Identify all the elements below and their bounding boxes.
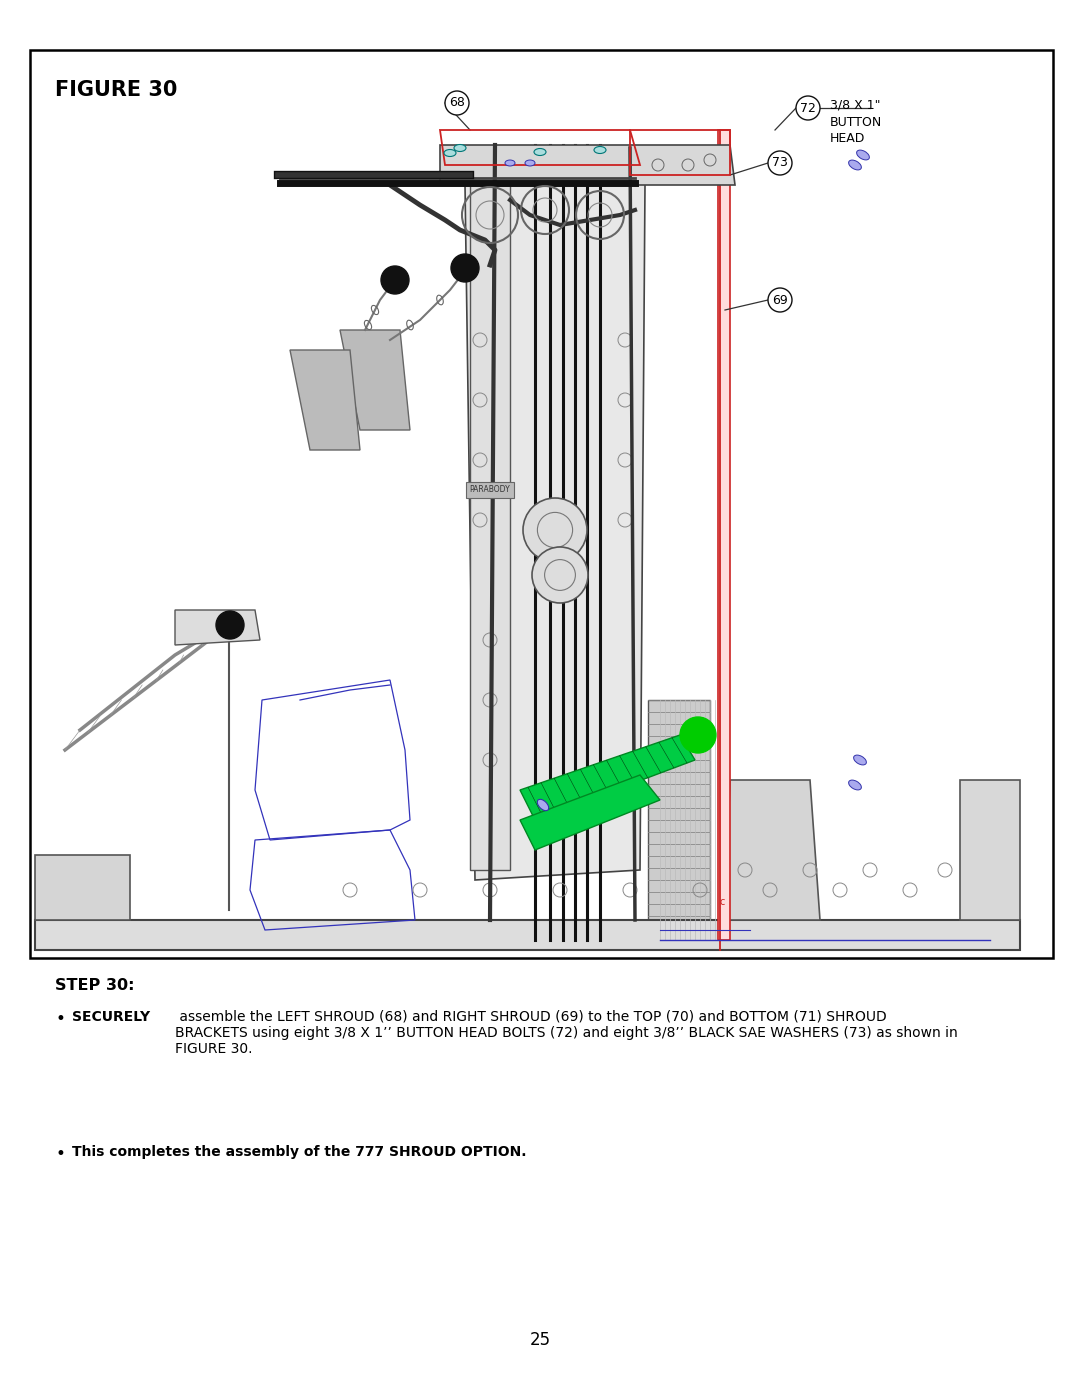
Text: FIGURE 30: FIGURE 30: [55, 80, 177, 101]
Text: BUTTON: BUTTON: [831, 116, 882, 129]
Ellipse shape: [849, 780, 862, 789]
Circle shape: [451, 254, 480, 282]
Text: SECURELY: SECURELY: [72, 1010, 150, 1024]
Ellipse shape: [853, 754, 866, 766]
Ellipse shape: [505, 161, 515, 166]
Polygon shape: [960, 780, 1020, 921]
Bar: [648, 700, 710, 940]
Polygon shape: [440, 145, 735, 184]
Text: 69: 69: [772, 293, 788, 306]
Text: PARABODY: PARABODY: [470, 486, 511, 495]
Ellipse shape: [537, 799, 549, 810]
Text: This completes the assembly of the 777 SHROUD OPTION.: This completes the assembly of the 777 S…: [72, 1146, 527, 1160]
Ellipse shape: [849, 161, 862, 170]
Polygon shape: [291, 351, 360, 450]
Polygon shape: [175, 610, 260, 645]
Circle shape: [445, 91, 469, 115]
Text: 68: 68: [449, 96, 464, 109]
Circle shape: [768, 288, 792, 312]
Ellipse shape: [856, 149, 869, 159]
Polygon shape: [725, 780, 820, 921]
Ellipse shape: [444, 149, 456, 156]
Polygon shape: [465, 149, 645, 880]
Bar: [30, 50, 1053, 958]
Text: c: c: [720, 897, 726, 907]
Polygon shape: [35, 855, 130, 921]
Text: 73: 73: [772, 156, 788, 169]
Text: •: •: [55, 1146, 65, 1162]
Text: 25: 25: [529, 1331, 551, 1350]
Ellipse shape: [594, 147, 606, 154]
Circle shape: [680, 717, 716, 753]
Text: •: •: [55, 1010, 65, 1028]
Ellipse shape: [454, 144, 465, 151]
Circle shape: [532, 548, 588, 604]
Text: 3/8 X 1": 3/8 X 1": [831, 99, 880, 112]
Circle shape: [796, 96, 820, 120]
Polygon shape: [340, 330, 410, 430]
Ellipse shape: [534, 148, 546, 155]
Polygon shape: [718, 130, 730, 940]
Text: STEP 30:: STEP 30:: [55, 978, 135, 993]
Circle shape: [523, 497, 588, 562]
Text: assemble the LEFT SHROUD (68) and RIGHT SHROUD (69) to the TOP (70) and BOTTOM (: assemble the LEFT SHROUD (68) and RIGHT …: [175, 1010, 958, 1056]
Circle shape: [768, 151, 792, 175]
Polygon shape: [35, 921, 1020, 950]
Polygon shape: [519, 775, 660, 849]
Ellipse shape: [525, 161, 535, 166]
Circle shape: [216, 610, 244, 638]
Circle shape: [381, 265, 409, 293]
Text: 72: 72: [800, 102, 815, 115]
Text: HEAD: HEAD: [831, 131, 865, 144]
Polygon shape: [519, 735, 696, 820]
Polygon shape: [470, 184, 510, 870]
